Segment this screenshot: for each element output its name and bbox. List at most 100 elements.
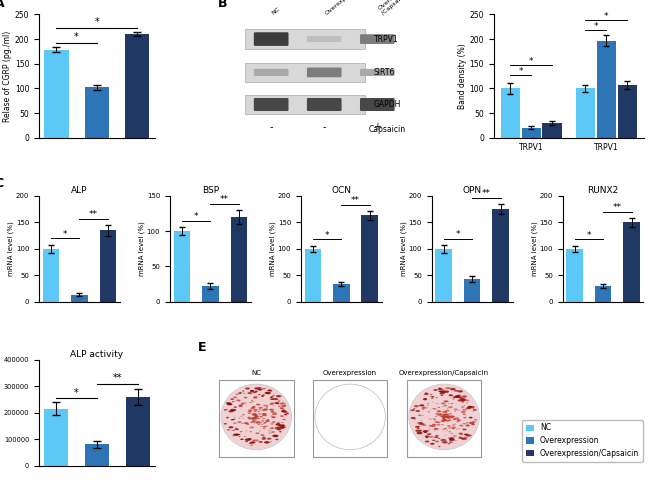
Ellipse shape [434,389,438,391]
Ellipse shape [441,424,444,425]
Ellipse shape [237,421,242,423]
Text: *: * [593,22,598,31]
Ellipse shape [283,419,285,420]
Ellipse shape [257,418,260,419]
Ellipse shape [445,414,448,416]
Ellipse shape [225,409,228,410]
Ellipse shape [441,389,445,391]
Ellipse shape [467,425,469,426]
Ellipse shape [435,441,439,442]
Ellipse shape [460,433,463,434]
Ellipse shape [442,417,447,419]
Ellipse shape [439,392,445,395]
Ellipse shape [432,440,436,441]
Text: **: ** [351,196,360,205]
Ellipse shape [237,429,239,430]
Ellipse shape [443,416,448,418]
FancyBboxPatch shape [360,34,395,44]
Ellipse shape [432,424,436,426]
FancyBboxPatch shape [307,36,342,42]
Text: Overexpression: Overexpression [323,370,377,376]
Ellipse shape [421,420,422,421]
Ellipse shape [428,425,434,427]
Ellipse shape [437,415,439,416]
Ellipse shape [443,417,446,418]
Ellipse shape [241,423,244,424]
Ellipse shape [448,413,452,415]
Ellipse shape [250,421,254,423]
Ellipse shape [439,391,443,392]
Ellipse shape [257,424,260,425]
Ellipse shape [256,421,261,423]
Ellipse shape [433,408,437,410]
Ellipse shape [254,413,257,415]
Ellipse shape [422,407,426,408]
Ellipse shape [463,423,466,424]
Ellipse shape [254,439,259,442]
Legend: NC, Overexpression, Overexpression/Capsaicin: NC, Overexpression, Overexpression/Capsa… [523,420,643,462]
Ellipse shape [250,444,254,446]
Ellipse shape [277,403,280,404]
Ellipse shape [272,421,275,423]
Ellipse shape [233,419,235,420]
Ellipse shape [443,411,447,412]
Ellipse shape [280,415,284,417]
Ellipse shape [435,397,437,398]
Ellipse shape [415,430,421,432]
Ellipse shape [261,409,266,411]
Ellipse shape [265,392,271,394]
Ellipse shape [244,422,249,424]
Ellipse shape [259,441,263,443]
Ellipse shape [426,437,428,438]
Ellipse shape [268,432,272,434]
Ellipse shape [263,422,266,424]
Ellipse shape [250,442,254,444]
Ellipse shape [467,434,472,437]
Ellipse shape [463,436,468,438]
Ellipse shape [461,411,465,413]
Ellipse shape [251,400,253,401]
Ellipse shape [470,418,472,419]
Ellipse shape [247,417,251,418]
Text: GAPDH: GAPDH [374,100,401,109]
Ellipse shape [262,413,267,415]
Ellipse shape [244,436,246,437]
Ellipse shape [415,410,420,412]
Text: *: * [194,212,198,221]
Ellipse shape [442,415,445,416]
Ellipse shape [315,384,385,450]
Ellipse shape [440,420,445,422]
Ellipse shape [274,436,277,437]
Ellipse shape [462,438,464,439]
Ellipse shape [221,384,291,450]
Ellipse shape [239,393,241,394]
Ellipse shape [458,410,460,411]
Ellipse shape [443,414,445,415]
Ellipse shape [417,422,420,424]
Ellipse shape [259,413,261,414]
Ellipse shape [263,426,266,428]
Ellipse shape [449,439,455,441]
Ellipse shape [469,417,473,419]
Text: -: - [269,122,273,132]
Ellipse shape [445,416,448,417]
Ellipse shape [246,423,249,425]
Ellipse shape [242,414,245,415]
Text: **: ** [482,190,491,198]
Ellipse shape [259,431,261,432]
Ellipse shape [450,388,456,390]
Ellipse shape [437,410,441,412]
Ellipse shape [428,418,430,419]
Ellipse shape [248,418,250,419]
Ellipse shape [453,396,458,398]
FancyBboxPatch shape [254,32,289,46]
Ellipse shape [250,390,254,391]
Ellipse shape [441,442,443,443]
Ellipse shape [281,410,285,412]
Ellipse shape [280,427,282,428]
Ellipse shape [239,406,242,407]
Ellipse shape [448,427,452,429]
Ellipse shape [438,388,442,390]
Ellipse shape [248,409,252,411]
Bar [43,249,59,302]
